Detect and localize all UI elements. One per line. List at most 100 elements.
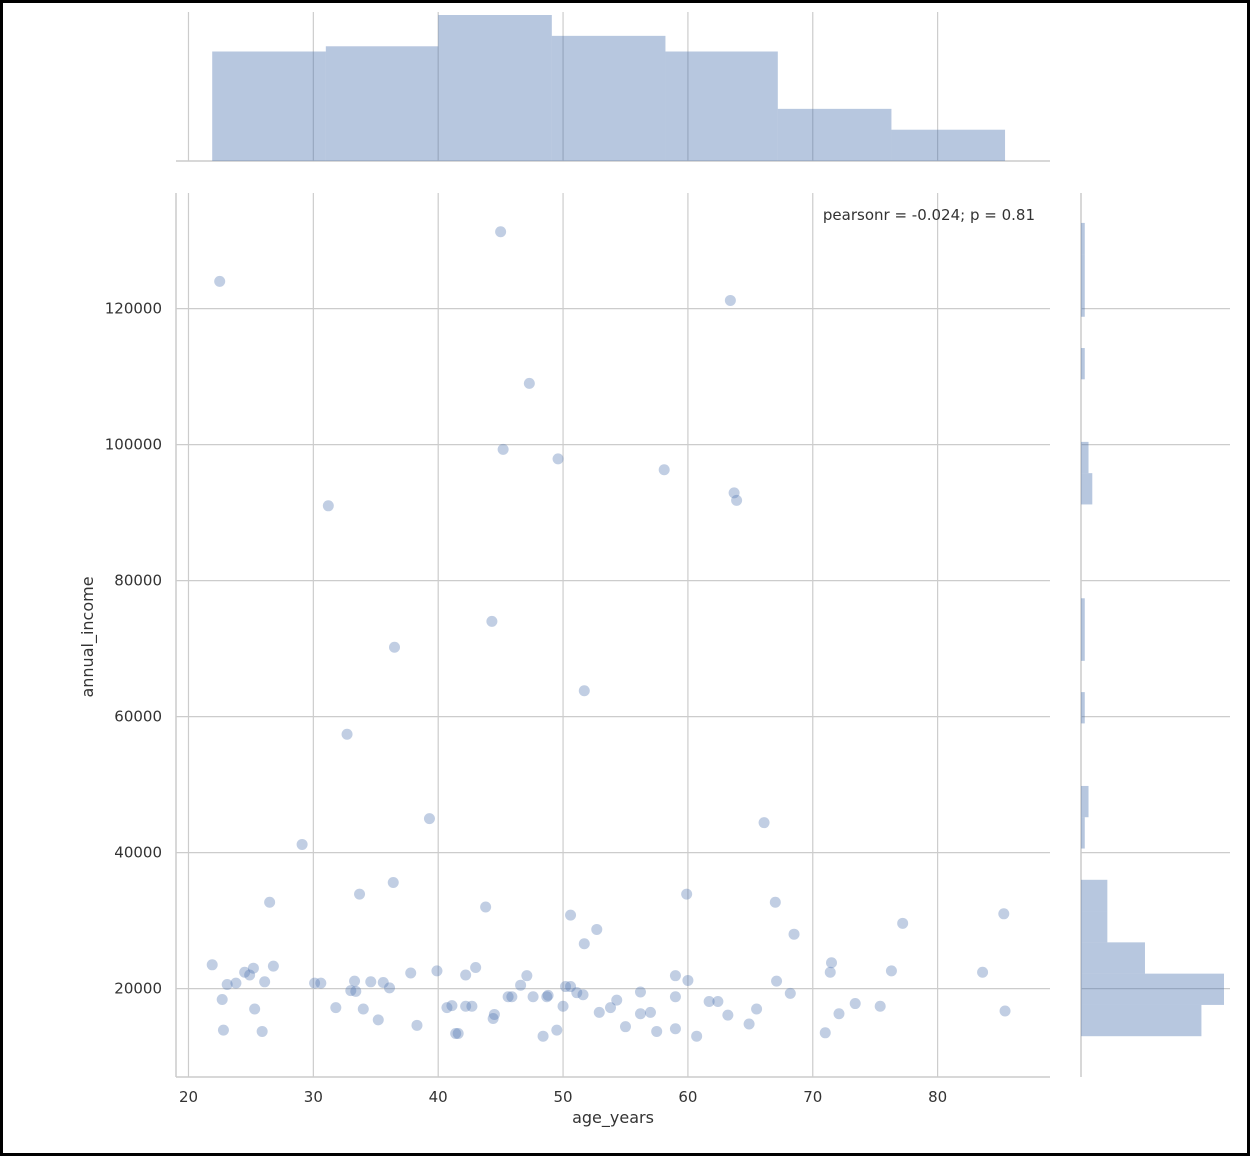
scatter-point bbox=[230, 977, 242, 989]
scatter-point bbox=[833, 1008, 845, 1020]
scatter-point bbox=[377, 976, 389, 988]
scatter-point bbox=[541, 991, 553, 1003]
scatter-point bbox=[239, 966, 251, 978]
scatter-point bbox=[769, 896, 781, 908]
scatter-point bbox=[824, 966, 836, 978]
scatter-point bbox=[322, 500, 334, 512]
scatter-point bbox=[731, 494, 743, 506]
scatter-point bbox=[523, 377, 535, 389]
scatter-point bbox=[593, 1006, 605, 1018]
scatter-point bbox=[758, 817, 770, 829]
scatter-point bbox=[497, 443, 509, 455]
scatter-point bbox=[460, 1000, 472, 1012]
scatter-point bbox=[977, 966, 989, 978]
x-tick-label: 60 bbox=[678, 1088, 697, 1106]
scatter-point bbox=[470, 962, 482, 974]
scatter-point bbox=[423, 813, 435, 825]
scatter-point bbox=[557, 1000, 569, 1012]
scatter-point bbox=[634, 1008, 646, 1020]
y-hist-bar bbox=[1081, 942, 1145, 974]
scatter-point bbox=[552, 453, 564, 465]
scatter-point bbox=[264, 896, 276, 908]
y-hist-bar bbox=[1081, 285, 1085, 317]
y-hist-bar bbox=[1081, 817, 1085, 849]
scatter-point bbox=[578, 938, 590, 950]
y-hist-bar bbox=[1081, 1004, 1202, 1037]
y-tick-label: 120000 bbox=[105, 300, 162, 318]
scatter-point bbox=[527, 991, 539, 1003]
y-hist-bar bbox=[1081, 785, 1089, 818]
scatter-point bbox=[249, 1003, 261, 1015]
scatter-point bbox=[551, 1024, 563, 1036]
scatter-point bbox=[771, 975, 783, 987]
scatter-point bbox=[315, 977, 327, 989]
scatter-point bbox=[565, 909, 577, 921]
scatter-point bbox=[565, 981, 577, 993]
scatter-point bbox=[743, 1018, 755, 1030]
scatter-point bbox=[296, 838, 308, 850]
scatter-point bbox=[751, 1003, 763, 1015]
y-hist-bar bbox=[1081, 629, 1085, 661]
scatter-point bbox=[722, 1009, 734, 1021]
scatter-point bbox=[221, 979, 233, 991]
scatter-point bbox=[682, 974, 694, 986]
y-hist-bar bbox=[1081, 973, 1224, 1005]
scatter-point bbox=[521, 970, 533, 982]
scatter-point bbox=[537, 1030, 549, 1042]
scatter-point bbox=[341, 728, 353, 740]
scatter-point bbox=[460, 969, 472, 981]
x-tick-label: 70 bbox=[803, 1088, 822, 1106]
y-tick-label: 80000 bbox=[114, 572, 162, 590]
y-tick-label: 20000 bbox=[114, 980, 162, 998]
scatter-point bbox=[703, 996, 715, 1008]
scatter-point bbox=[350, 985, 362, 997]
grid-lines bbox=[176, 12, 1230, 1077]
x-hist-bar bbox=[212, 51, 326, 161]
scatter-point bbox=[405, 967, 417, 979]
scatter-point bbox=[267, 960, 279, 972]
scatter-point bbox=[849, 998, 861, 1010]
scatter-point bbox=[577, 989, 589, 1001]
x-marginal-histogram bbox=[212, 15, 1006, 161]
scatter-point bbox=[365, 976, 377, 988]
scatter-point bbox=[450, 1027, 462, 1039]
scatter-point bbox=[611, 994, 623, 1006]
scatter-point bbox=[411, 1019, 423, 1031]
scatter-point bbox=[669, 1023, 681, 1035]
scatter-point bbox=[488, 1008, 500, 1020]
scatter-point bbox=[728, 487, 740, 499]
y-hist-bar bbox=[1081, 692, 1085, 724]
y-tick-label: 40000 bbox=[114, 844, 162, 862]
pearson-annotation: pearsonr = -0.024; p = 0.81 bbox=[823, 206, 1035, 224]
scatter-point bbox=[651, 1025, 663, 1037]
scatter-point bbox=[495, 226, 507, 238]
scatter-point bbox=[247, 962, 259, 974]
scatter-point bbox=[788, 928, 800, 940]
x-tick-label: 80 bbox=[928, 1088, 947, 1106]
scatter-point bbox=[387, 877, 399, 889]
scatter-point bbox=[712, 996, 724, 1008]
scatter-point bbox=[669, 991, 681, 1003]
scatter-point bbox=[357, 1003, 369, 1015]
scatter-point bbox=[999, 1005, 1011, 1017]
y-marginal-histogram bbox=[1081, 222, 1224, 1037]
scatter-point bbox=[578, 685, 590, 697]
scatter-point bbox=[480, 901, 492, 913]
axis-spines bbox=[175, 160, 1082, 1078]
scatter-point bbox=[345, 985, 357, 997]
x-hist-bar bbox=[777, 108, 892, 161]
scatter-point bbox=[259, 976, 271, 988]
scatter-point bbox=[217, 1024, 229, 1036]
scatter-point bbox=[724, 294, 736, 306]
scatter-point bbox=[998, 908, 1010, 920]
scatter-point bbox=[256, 1025, 268, 1037]
scatter-point bbox=[605, 1002, 617, 1014]
scatter-point bbox=[591, 923, 603, 935]
scatter-point bbox=[452, 1027, 464, 1039]
scatter-point bbox=[214, 275, 226, 287]
scatter-point bbox=[389, 641, 400, 653]
scatter-point bbox=[466, 1000, 478, 1012]
scatter-point bbox=[330, 1002, 342, 1014]
